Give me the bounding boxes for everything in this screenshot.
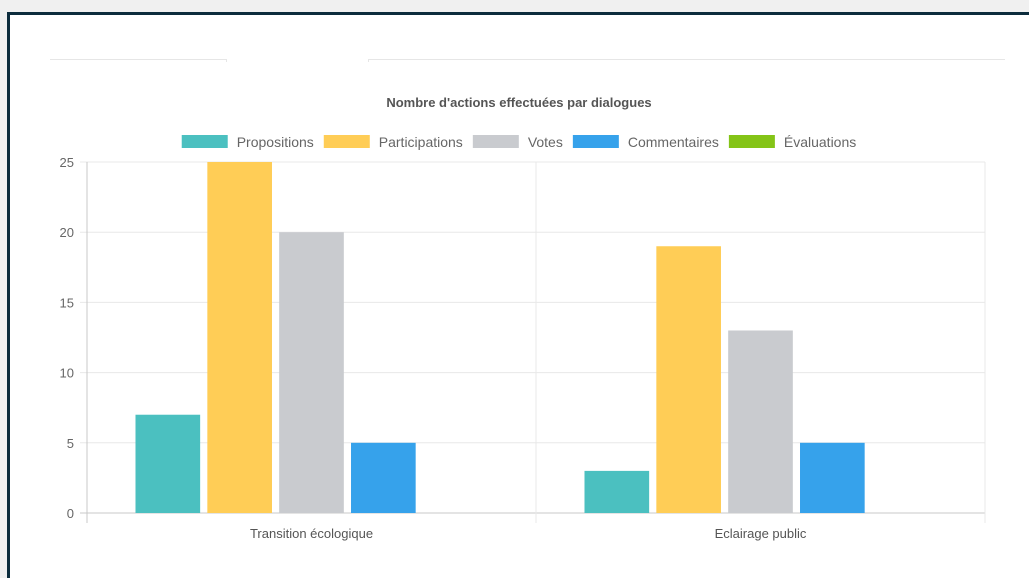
tab-underline-left: [50, 59, 226, 60]
y-tick-label: 25: [60, 155, 74, 170]
chart-bars: [135, 162, 865, 514]
legend-label: Évaluations: [784, 134, 856, 150]
tab-underline-right: [368, 59, 1005, 60]
tab-separator: [368, 59, 369, 62]
bar-participations: [656, 246, 721, 514]
legend-label: Commentaires: [628, 134, 719, 150]
bar-votes: [728, 330, 793, 513]
legend-label: Votes: [528, 134, 563, 150]
bar-commentaires: [351, 442, 416, 513]
bar-participations: [207, 162, 272, 513]
legend-swatch: [472, 135, 519, 148]
bar-votes: [279, 232, 344, 513]
x-tick-label: Eclairage public: [715, 526, 807, 541]
legend-swatch: [728, 135, 775, 148]
legend-swatch: [572, 135, 619, 148]
tab-separator: [226, 59, 227, 62]
y-axis: 0 5 10 15 20 25: [60, 155, 74, 521]
bar-propositions: [584, 470, 650, 513]
legend-label: Propositions: [237, 134, 314, 150]
tab-strip: [50, 59, 1005, 73]
legend-swatch: [181, 135, 228, 148]
y-tick-label: 15: [60, 295, 74, 310]
y-tick-label: 0: [67, 506, 74, 521]
y-tick-label: 20: [60, 225, 74, 240]
y-tick-label: 5: [67, 436, 74, 451]
legend: Propositions Participations Votes Commentai…: [181, 134, 856, 150]
y-tick-label: 10: [60, 366, 74, 381]
bar-propositions: [135, 414, 201, 513]
x-tick-label: Transition écologique: [250, 526, 373, 541]
chart-title: Nombre d'actions effectuées par dialogue…: [386, 95, 651, 110]
legend-swatch: [323, 135, 370, 148]
legend-label: Participations: [379, 134, 463, 150]
x-axis: Transition écologique Eclairage public: [250, 526, 807, 541]
bar-commentaires: [800, 442, 865, 513]
